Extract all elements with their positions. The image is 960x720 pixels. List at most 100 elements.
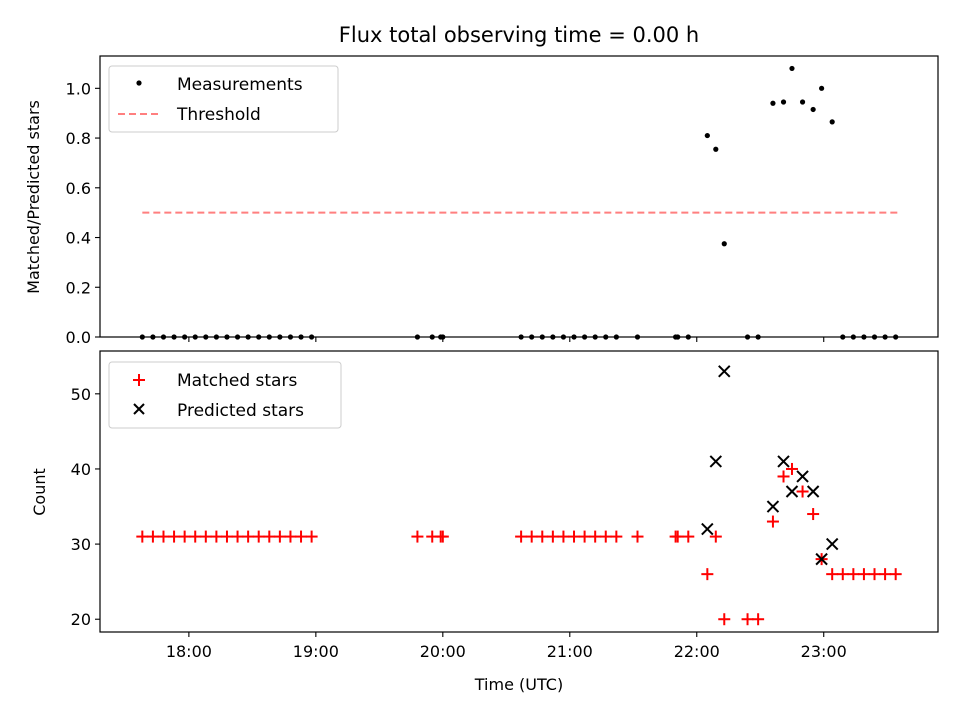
- matched-point-2107: [578, 530, 591, 543]
- predicted-point-2250: [796, 470, 809, 483]
- predicted-point-2241: [777, 455, 790, 468]
- measurement-point-2205: [704, 132, 710, 139]
- matched-point-2047: [536, 530, 549, 543]
- matched-point-2324: [868, 568, 881, 581]
- matched-point-2213: [718, 613, 731, 626]
- measurement-point-2259: [819, 85, 825, 91]
- x-tick-label-1800: 18:00: [166, 642, 212, 661]
- matched-point-1843: [273, 530, 286, 543]
- count-y-ticks: 20 30 40 50: [71, 385, 100, 629]
- x-tick-label-2100: 21:00: [547, 642, 593, 661]
- matched-point-1803: [189, 530, 202, 543]
- matched-point-2132: [631, 530, 644, 543]
- predicted-cross-b: [701, 522, 714, 536]
- predicted-cross-b: [806, 485, 820, 498]
- matched-point-2117: [599, 530, 612, 543]
- matched-point-2319: [857, 568, 870, 581]
- count-legend-box: [108, 361, 342, 429]
- matched-point-2245: [785, 462, 798, 475]
- predicted-cross-b: [709, 455, 723, 468]
- y-tick-label: 0.6: [66, 179, 91, 198]
- legend-matched-label: Matched stars: [177, 371, 297, 391]
- matched-point-2122: [610, 530, 623, 543]
- predicted-cross-b: [825, 537, 839, 551]
- matched-point-2156: [682, 530, 695, 543]
- matched-point-2236: [766, 515, 779, 528]
- y-tick-label: 0.8: [66, 129, 91, 148]
- matched-point-1743: [146, 530, 159, 543]
- predicted-point-2255: [806, 485, 820, 498]
- legend-matched-marker: [133, 374, 145, 386]
- ratio-legend-box: [108, 65, 339, 133]
- matched-point-2255: [807, 508, 820, 521]
- predicted-cross-b: [815, 552, 828, 566]
- count-y-axis-label: Count: [30, 468, 49, 516]
- x-tick-label-2200: 22:00: [674, 642, 720, 661]
- legend-measurements-marker: [136, 80, 142, 86]
- ratio-y-axis-label: Matched/Predicted stars: [24, 100, 43, 294]
- measurement-point-2304: [829, 119, 835, 125]
- count-marks: [136, 365, 902, 626]
- predicted-point-2304: [825, 537, 839, 551]
- measurement-point-2236: [770, 100, 776, 106]
- x-tick-label-1900: 19:00: [293, 642, 339, 661]
- panel-ratio: 0.0 0.2 0.4 0.6 0.8 1.0 Matched/Predicted sta…: [24, 55, 939, 347]
- measurement-point-2213: [721, 241, 727, 247]
- matched-point-1738: [136, 530, 149, 543]
- ratio-y-ticks: 0.0 0.2 0.4 0.6 0.8 1.0: [66, 79, 100, 347]
- matched-point-1848: [284, 530, 297, 543]
- y-tick-label: 40: [71, 460, 91, 479]
- matched-point-2112: [589, 530, 602, 543]
- matched-point-2151: [671, 530, 684, 543]
- x-tick-label-2000: 20:00: [420, 642, 466, 661]
- measurement-point-2209: [713, 146, 719, 152]
- x-axis-label: Time (UTC): [474, 675, 563, 694]
- chart-title: Flux total observing time = 0.00 h: [339, 23, 699, 47]
- predicted-cross-b: [777, 455, 790, 468]
- y-tick-label: 1.0: [66, 79, 91, 98]
- y-tick-label: 50: [71, 385, 91, 404]
- legend-predicted-label: Predicted stars: [177, 401, 304, 421]
- matched-point-1758: [178, 530, 191, 543]
- x-tick-label-2300: 23:00: [801, 642, 847, 661]
- matched-point-1853: [295, 530, 308, 543]
- legend-measurements-label: Measurements: [177, 75, 303, 95]
- y-tick-label: 30: [71, 535, 91, 554]
- matched-point-1833: [252, 530, 265, 543]
- matched-point-1808: [199, 530, 212, 543]
- predicted-point-2205: [701, 522, 714, 536]
- matched-point-1753: [168, 530, 181, 543]
- matched-point-1858: [305, 530, 318, 543]
- matched-point-1948: [411, 530, 424, 543]
- matched-point-2209: [709, 530, 722, 543]
- measurement-point-2245: [789, 65, 795, 72]
- measurement-point-2241: [780, 99, 787, 105]
- matched-point-2037: [515, 530, 528, 543]
- predicted-point-2259: [815, 552, 828, 566]
- predicted-cross-b: [785, 485, 799, 498]
- ratio-legend: Measurements Threshold: [108, 65, 339, 133]
- matched-point-2229: [752, 613, 765, 626]
- legend-threshold-label: Threshold: [176, 105, 261, 125]
- count-axes-frame: [99, 350, 939, 633]
- y-tick-label: 20: [71, 610, 91, 629]
- matched-point-2304: [826, 568, 839, 581]
- matched-point-2334: [889, 568, 902, 581]
- predicted-point-2213: [718, 365, 731, 378]
- matched-point-1823: [231, 530, 244, 543]
- matched-point-1838: [263, 530, 276, 543]
- matched-point-1828: [242, 530, 255, 543]
- matched-point-2057: [557, 530, 570, 543]
- matched-point-1813: [210, 530, 223, 543]
- matched-point-1748: [157, 530, 170, 543]
- matched-point-2314: [847, 568, 860, 581]
- y-tick-label: 0.4: [66, 229, 91, 248]
- matched-point-2329: [879, 568, 892, 581]
- matched-point-2042: [525, 530, 538, 543]
- predicted-point-2209: [709, 455, 723, 468]
- matched-point-2241: [777, 470, 790, 483]
- matched-point-2000: [436, 530, 449, 543]
- matched-point-2052: [546, 530, 559, 543]
